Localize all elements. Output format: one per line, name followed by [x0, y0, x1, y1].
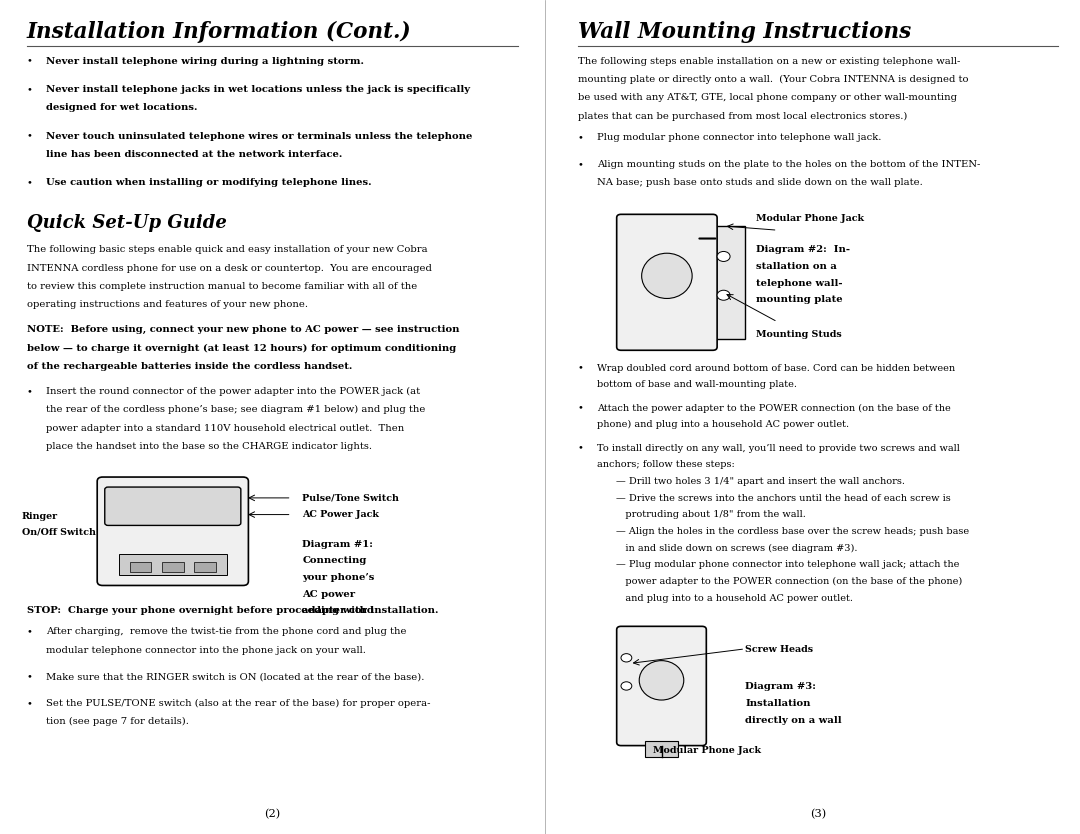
Text: Use caution when installing or modifying telephone lines.: Use caution when installing or modifying…: [46, 178, 373, 188]
Text: mounting plate or directly onto a wall.  (Your Cobra INTENNA is designed to: mounting plate or directly onto a wall. …: [578, 75, 969, 84]
Text: Diagram #2:  In-: Diagram #2: In-: [756, 245, 850, 254]
Bar: [130, 562, 151, 572]
Text: •: •: [27, 57, 32, 66]
Text: Installation Information (Cont.): Installation Information (Cont.): [27, 21, 411, 43]
Text: mounting plate: mounting plate: [756, 295, 842, 304]
Text: •: •: [578, 160, 583, 169]
Text: operating instructions and features of your new phone.: operating instructions and features of y…: [27, 300, 308, 309]
Text: plates that can be purchased from most local electronics stores.): plates that can be purchased from most l…: [578, 112, 907, 121]
Bar: [646, 741, 678, 757]
Text: line has been disconnected at the network interface.: line has been disconnected at the networ…: [46, 150, 342, 159]
FancyBboxPatch shape: [97, 477, 248, 585]
Text: •: •: [578, 404, 583, 413]
Text: (3): (3): [810, 809, 826, 819]
Bar: [194, 562, 216, 572]
Text: stallation on a: stallation on a: [756, 262, 837, 271]
Text: Wall Mounting Instructions: Wall Mounting Instructions: [578, 21, 912, 43]
Text: NA base; push base onto studs and slide down on the wall plate.: NA base; push base onto studs and slide …: [597, 178, 923, 188]
Text: To install directly on any wall, you’ll need to provide two screws and wall: To install directly on any wall, you’ll …: [597, 444, 960, 453]
Text: NOTE:  Before using, connect your new phone to AC power — see instruction: NOTE: Before using, connect your new pho…: [27, 325, 459, 334]
Text: designed for wet locations.: designed for wet locations.: [46, 103, 198, 113]
Text: •: •: [27, 85, 32, 94]
Text: STOP:  Charge your phone overnight before proceeding with installation.: STOP: Charge your phone overnight before…: [27, 606, 438, 615]
Text: The following basic steps enable quick and easy installation of your new Cobra: The following basic steps enable quick a…: [27, 245, 428, 254]
Text: Diagram #3:: Diagram #3:: [745, 682, 816, 691]
Text: tion (see page 7 for details).: tion (see page 7 for details).: [46, 717, 189, 726]
Text: — Drive the screws into the anchors until the head of each screw is: — Drive the screws into the anchors unti…: [616, 494, 950, 503]
Text: Installation: Installation: [745, 699, 811, 708]
FancyBboxPatch shape: [105, 487, 241, 525]
Ellipse shape: [639, 661, 684, 700]
Text: Never touch uninsulated telephone wires or terminals unless the telephone: Never touch uninsulated telephone wires …: [46, 132, 473, 141]
Text: •: •: [27, 672, 32, 681]
Text: Set the PULSE/TONE switch (also at the rear of the base) for proper opera-: Set the PULSE/TONE switch (also at the r…: [46, 699, 431, 708]
Bar: [119, 554, 227, 575]
Text: the rear of the cordless phone’s base; see diagram #1 below) and plug the: the rear of the cordless phone’s base; s…: [46, 405, 426, 414]
Circle shape: [621, 654, 632, 662]
Text: — Align the holes in the cordless base over the screw heads; push base: — Align the holes in the cordless base o…: [616, 527, 969, 536]
Text: Diagram #1:: Diagram #1:: [302, 540, 374, 549]
Circle shape: [621, 682, 632, 691]
Text: Ringer: Ringer: [22, 512, 57, 521]
Text: Modular Phone Jack: Modular Phone Jack: [653, 746, 761, 756]
Text: Never install telephone wiring during a lightning storm.: Never install telephone wiring during a …: [46, 57, 364, 66]
Text: Wrap doubled cord around bottom of base. Cord can be hidden between: Wrap doubled cord around bottom of base.…: [597, 364, 956, 373]
Text: Quick Set-Up Guide: Quick Set-Up Guide: [27, 214, 227, 232]
Text: below — to charge it overnight (at least 12 hours) for optimum conditioning: below — to charge it overnight (at least…: [27, 344, 456, 353]
Text: anchors; follow these steps:: anchors; follow these steps:: [597, 460, 735, 470]
Text: •: •: [27, 178, 32, 188]
Text: and plug into to a household AC power outlet.: and plug into to a household AC power ou…: [616, 594, 852, 603]
Text: •: •: [578, 444, 583, 453]
Text: in and slide down on screws (see diagram #3).: in and slide down on screws (see diagram…: [616, 544, 858, 553]
Text: Modular Phone Jack: Modular Phone Jack: [756, 214, 864, 223]
Text: phone) and plug into a household AC power outlet.: phone) and plug into a household AC powe…: [597, 420, 849, 430]
Bar: [707, 226, 745, 339]
Text: power adapter into a standard 110V household electrical outlet.  Then: power adapter into a standard 110V house…: [46, 424, 405, 433]
Text: protruding about 1/8" from the wall.: protruding about 1/8" from the wall.: [616, 510, 806, 520]
Text: Attach the power adapter to the POWER connection (on the base of the: Attach the power adapter to the POWER co…: [597, 404, 951, 413]
Text: •: •: [578, 133, 583, 143]
FancyBboxPatch shape: [617, 214, 717, 350]
Text: modular telephone connector into the phone jack on your wall.: modular telephone connector into the pho…: [46, 646, 366, 655]
Circle shape: [717, 290, 730, 300]
Text: directly on a wall: directly on a wall: [745, 716, 841, 725]
FancyBboxPatch shape: [617, 626, 706, 746]
Text: Make sure that the RINGER switch is ON (located at the rear of the base).: Make sure that the RINGER switch is ON (…: [46, 672, 424, 681]
Text: Insert the round connector of the power adapter into the POWER jack (at: Insert the round connector of the power …: [46, 387, 420, 396]
Text: power adapter to the POWER connection (on the base of the phone): power adapter to the POWER connection (o…: [616, 577, 962, 586]
Text: adapter cord: adapter cord: [302, 606, 375, 615]
Text: After charging,  remove the twist-tie from the phone cord and plug the: After charging, remove the twist-tie fro…: [46, 627, 407, 636]
Text: Plug modular phone connector into telephone wall jack.: Plug modular phone connector into teleph…: [597, 133, 881, 143]
Text: AC Power Jack: AC Power Jack: [302, 510, 379, 519]
Circle shape: [717, 252, 730, 262]
Text: •: •: [578, 364, 583, 373]
Text: •: •: [27, 132, 32, 141]
Text: to review this complete instruction manual to become familiar with all of the: to review this complete instruction manu…: [27, 282, 417, 291]
Text: — Plug modular phone connector into telephone wall jack; attach the: — Plug modular phone connector into tele…: [616, 560, 959, 570]
Text: •: •: [27, 627, 32, 636]
Text: •: •: [27, 387, 32, 396]
Text: Pulse/Tone Switch: Pulse/Tone Switch: [302, 494, 400, 502]
Text: Screw Heads: Screw Heads: [745, 645, 813, 654]
Text: telephone wall-: telephone wall-: [756, 279, 842, 288]
Text: of the rechargeable batteries inside the cordless handset.: of the rechargeable batteries inside the…: [27, 362, 352, 371]
Text: — Drill two holes 3 1/4" apart and insert the wall anchors.: — Drill two holes 3 1/4" apart and inser…: [616, 477, 905, 486]
Text: •: •: [27, 699, 32, 708]
Text: AC power: AC power: [302, 590, 355, 599]
Text: Connecting: Connecting: [302, 556, 367, 565]
Text: be used with any AT&T, GTE, local phone company or other wall-mounting: be used with any AT&T, GTE, local phone …: [578, 93, 957, 103]
Text: Mounting Studs: Mounting Studs: [756, 330, 841, 339]
Bar: [162, 562, 184, 572]
Text: bottom of base and wall-mounting plate.: bottom of base and wall-mounting plate.: [597, 380, 797, 389]
Ellipse shape: [642, 254, 692, 299]
Text: The following steps enable installation on a new or existing telephone wall-: The following steps enable installation …: [578, 57, 960, 66]
Text: your phone’s: your phone’s: [302, 573, 375, 582]
Text: Align mounting studs on the plate to the holes on the bottom of the INTEN-: Align mounting studs on the plate to the…: [597, 160, 981, 169]
Text: place the handset into the base so the CHARGE indicator lights.: place the handset into the base so the C…: [46, 442, 373, 451]
Text: Never install telephone jacks in wet locations unless the jack is specifically: Never install telephone jacks in wet loc…: [46, 85, 471, 94]
Text: (2): (2): [265, 809, 281, 819]
Text: On/Off Switch: On/Off Switch: [22, 527, 95, 536]
Text: INTENNA cordless phone for use on a desk or countertop.  You are encouraged: INTENNA cordless phone for use on a desk…: [27, 264, 432, 273]
